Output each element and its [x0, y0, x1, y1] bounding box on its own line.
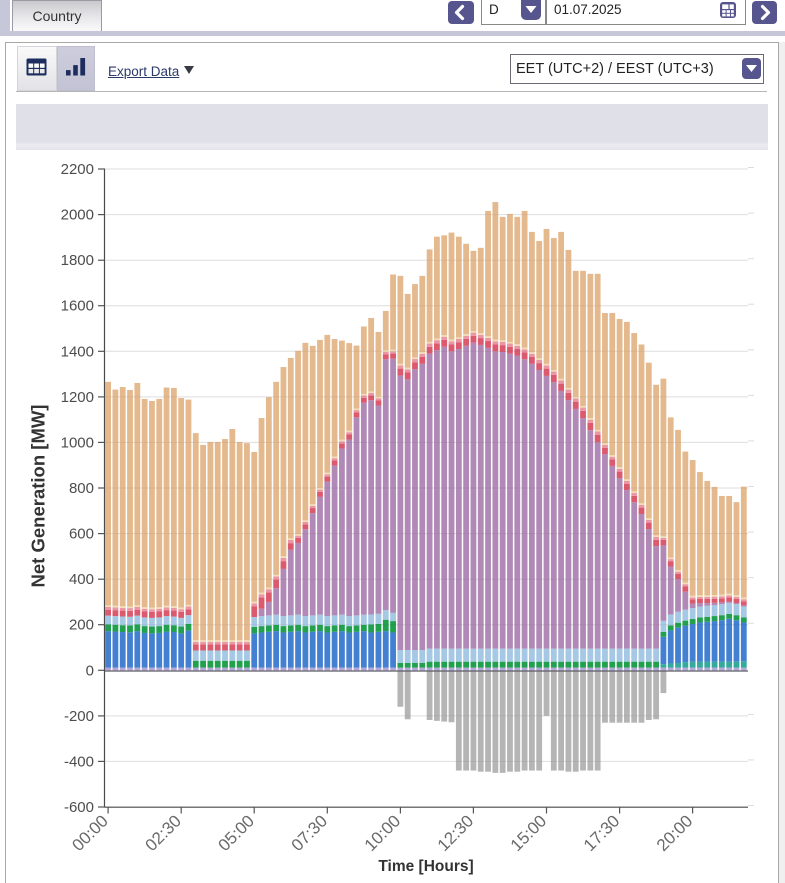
svg-text:12:30: 12:30 [434, 811, 478, 855]
svg-text:2000: 2000 [61, 207, 94, 224]
svg-text:-400: -400 [64, 753, 94, 770]
svg-text:0: 0 [86, 662, 94, 679]
svg-text:Net Generation [MW]: Net Generation [MW] [28, 405, 49, 588]
svg-text:20:00: 20:00 [653, 811, 697, 855]
svg-text:400: 400 [69, 571, 94, 588]
svg-text:800: 800 [69, 480, 94, 497]
svg-text:Time [Hours]: Time [Hours] [378, 858, 473, 875]
svg-text:1200: 1200 [61, 389, 94, 406]
svg-text:07:30: 07:30 [288, 811, 332, 855]
svg-text:15:00: 15:00 [507, 811, 551, 855]
svg-text:-600: -600 [64, 799, 94, 816]
svg-text:00:00: 00:00 [68, 811, 112, 855]
svg-text:-200: -200 [64, 708, 94, 725]
svg-text:2200: 2200 [61, 161, 94, 178]
svg-text:200: 200 [69, 617, 94, 634]
svg-text:1000: 1000 [61, 434, 94, 451]
svg-text:05:00: 05:00 [215, 811, 259, 855]
svg-text:02:30: 02:30 [142, 811, 186, 855]
svg-text:1400: 1400 [61, 343, 94, 360]
svg-text:1600: 1600 [61, 298, 94, 315]
svg-text:17:30: 17:30 [580, 811, 624, 855]
svg-text:1800: 1800 [61, 252, 94, 269]
svg-text:10:00: 10:00 [361, 811, 405, 855]
svg-text:600: 600 [69, 526, 94, 543]
